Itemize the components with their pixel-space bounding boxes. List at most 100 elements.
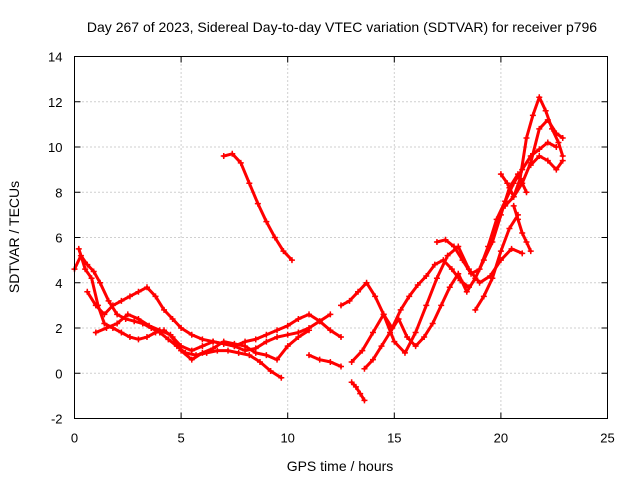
data-point [284,343,291,350]
data-point [359,347,366,354]
data-point [114,311,121,318]
data-point [126,334,133,341]
data-point [124,311,131,318]
data-point [510,202,517,209]
data-point [369,356,376,363]
data-point [256,358,263,365]
data-point [237,159,244,166]
data-point [404,334,411,341]
data-point [369,329,376,336]
series-s4 [92,311,313,363]
data-point [510,193,517,200]
series-s5 [220,150,295,264]
data-point [508,245,515,252]
data-point [502,202,509,209]
data-point [284,331,291,338]
data-point [346,297,353,304]
x-tick-label: 25 [600,431,614,446]
data-point [135,336,142,343]
series-line [512,204,533,253]
data-point [401,349,408,356]
data-point [433,275,440,282]
data-point [412,343,419,350]
series-line [529,154,565,172]
data-point [252,349,259,356]
x-tick-label: 5 [177,431,184,446]
data-point [131,318,138,325]
data-point [267,367,274,374]
data-point [103,325,110,331]
data-point [274,327,281,334]
data-point [295,334,302,341]
data-point [348,358,355,365]
series-line [307,353,343,368]
data-point [444,252,451,259]
data-point [220,153,227,160]
data-point [114,320,121,327]
data-point [188,356,195,363]
data-point [101,311,108,318]
tick-labels: 0 5 10 15 20 25 -2 0 2 4 6 8 10 12 14 [48,50,615,446]
data-point [284,322,291,329]
data-point [506,225,513,232]
data-point [105,297,112,304]
data-point [188,331,195,338]
data-point [559,134,566,141]
data-point [246,352,253,359]
data-point [274,334,281,341]
data-point [242,343,249,350]
data-point [152,329,159,336]
y-tick-label: 4 [55,276,62,291]
data-point [278,374,285,381]
data-point [92,329,99,336]
series-s11 [433,139,560,277]
data-point [161,306,168,313]
y-tick-label: -2 [51,412,63,427]
data-point [88,275,95,282]
data-point [363,279,370,286]
data-point [352,383,359,390]
data-point [406,293,413,300]
series-line [473,213,520,312]
data-point [288,257,295,264]
data-point [306,327,313,334]
data-point [391,338,398,345]
data-point [485,243,492,250]
data-point [188,347,195,354]
x-tick-label: 20 [494,431,508,446]
data-point [82,266,89,273]
data-point [463,288,470,295]
data-point [327,311,334,318]
data-point [327,327,334,334]
series-line [363,172,528,371]
plot-area [71,94,566,404]
data-point [519,180,526,187]
x-axis-label: GPS time / hours [287,458,394,474]
series-s7 [338,257,472,331]
data-point [523,239,530,246]
data-point [455,270,462,277]
data-point [165,336,172,343]
data-point [544,116,551,123]
data-point [135,288,142,295]
data-point [357,390,364,397]
data-point [263,331,270,338]
data-point [348,379,355,386]
series-line [350,380,366,402]
x-tick-label: 10 [280,431,294,446]
data-point [412,329,419,336]
y-tick-label: 0 [55,366,62,381]
data-point [472,275,479,282]
y-tick-label: 2 [55,321,62,336]
data-point [84,288,91,295]
data-point [126,293,133,300]
data-point [295,315,302,322]
data-point [92,302,99,309]
data-point [517,175,524,182]
data-point [327,358,334,365]
data-point [536,125,543,132]
series-line [222,152,294,262]
data-point [527,248,534,255]
data-point [489,275,496,282]
